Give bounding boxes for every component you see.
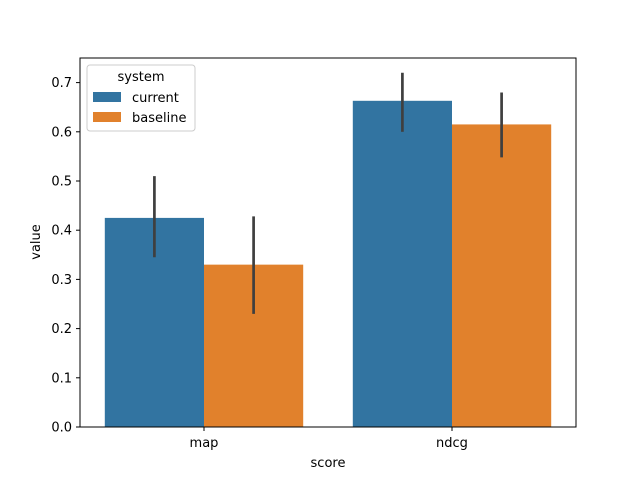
- x-tick-label-map: map: [190, 436, 219, 451]
- y-tick-label-3: 0.3: [51, 273, 72, 288]
- x-axis-label: score: [311, 456, 346, 471]
- y-tick-label-6: 0.6: [51, 125, 72, 140]
- y-tick-label-4: 0.4: [51, 224, 72, 239]
- error-bars-layer: [153, 72, 503, 314]
- legend-label-baseline: baseline: [132, 111, 186, 126]
- bar-current-ndcg: [352, 100, 452, 427]
- y-tick-label-2: 0.2: [51, 322, 72, 337]
- y-tick-label-1: 0.1: [51, 371, 72, 386]
- x-axis: map ndcg: [190, 427, 468, 451]
- plot-frame: [79, 57, 577, 428]
- legend-label-current: current: [132, 91, 179, 106]
- legend-swatch-baseline: [93, 112, 121, 122]
- legend: system current baseline: [86, 64, 196, 132]
- legend-swatch-current: [93, 92, 121, 102]
- y-axis: 0.0 0.1 0.2 0.3 0.4 0.5 0.6 0.7: [51, 76, 80, 436]
- y-tick-label-0: 0.0: [51, 421, 72, 436]
- y-tick-label-5: 0.5: [51, 175, 72, 190]
- bars-layer: [104, 100, 552, 428]
- y-axis-label: value: [29, 224, 44, 260]
- legend-title: system: [118, 70, 165, 85]
- bar-baseline-ndcg: [452, 124, 552, 428]
- y-tick-label-7: 0.7: [51, 76, 72, 91]
- x-tick-label-ndcg: ndcg: [436, 436, 468, 451]
